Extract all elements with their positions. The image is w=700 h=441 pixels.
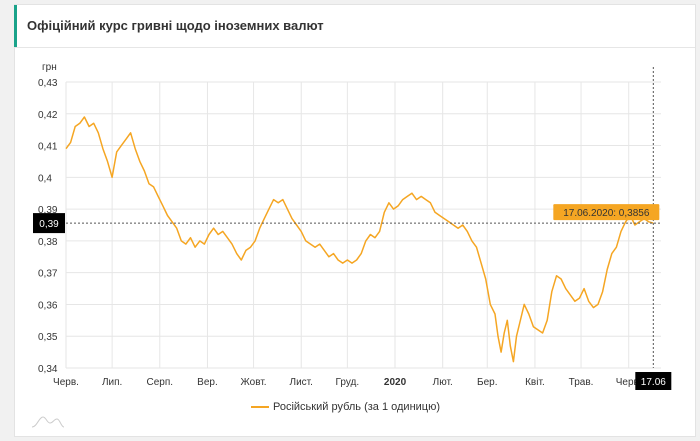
- series-line: [65, 116, 654, 363]
- legend-label: Російський рубль (за 1 одиницю): [273, 401, 441, 413]
- chart-card: Офіційний курс гривні щодо іноземних вал…: [14, 4, 696, 437]
- y-tick-label: 0,39: [38, 205, 58, 216]
- x-crosshair-badge: [635, 372, 672, 390]
- x-tick-label: Лист.: [290, 377, 313, 388]
- x-tick-label: Жовт.: [241, 377, 267, 388]
- x-tick-label: Бер.: [477, 377, 497, 388]
- legend-item[interactable]: Російський рубль (за 1 одиницю): [251, 401, 440, 413]
- x-tick-label: Квіт.: [525, 377, 545, 388]
- x-crosshair-badge-label: 17.06: [641, 377, 666, 388]
- x-tick-label: Лип.: [102, 377, 122, 388]
- x-tick-label: Вер.: [197, 377, 218, 388]
- y-tick-label: 0,4: [38, 173, 52, 184]
- accent-bar: [14, 5, 17, 47]
- x-tick-label: Трав.: [569, 377, 594, 388]
- page-title: Офіційний курс гривні щодо іноземних вал…: [27, 18, 324, 33]
- y-tick-label: 0,34: [38, 364, 58, 375]
- watermark-icon: [31, 416, 65, 428]
- y-tick-label: 0,42: [38, 110, 58, 121]
- y-tick-label: 0,35: [38, 332, 58, 343]
- x-tick-label: 2020: [384, 377, 407, 388]
- exchange-rate-chart[interactable]: 0,43 0,42 0,41 0,4 0,39 0,38 0,37 0,36 0,35 0,34 Ч…: [15, 5, 697, 438]
- x-tick-label: Лют.: [433, 377, 453, 388]
- y-tick-label: 0,43: [38, 78, 58, 89]
- y-tick-label: 0,41: [38, 142, 58, 153]
- x-tick-label: Серп.: [147, 377, 174, 388]
- y-crosshair-badge-label: 0,39: [39, 219, 59, 230]
- y-tick-label: 0,37: [38, 269, 58, 280]
- y-tick-label: 0,36: [38, 300, 58, 311]
- card-header: Офіційний курс гривні щодо іноземних вал…: [14, 5, 695, 48]
- y-axis-label: грн: [42, 62, 57, 73]
- y-crosshair-badge: [33, 213, 65, 234]
- x-tick-label: Черв.: [616, 377, 642, 388]
- legend-swatch: [251, 406, 269, 409]
- x-tick-label: Черв.: [53, 377, 79, 388]
- tooltip-label: 17.06.2020: 0,3856: [563, 208, 650, 219]
- y-tick-label: 0,38: [38, 237, 58, 248]
- x-tick-label: Груд.: [336, 377, 360, 388]
- tooltip-box: [553, 204, 660, 221]
